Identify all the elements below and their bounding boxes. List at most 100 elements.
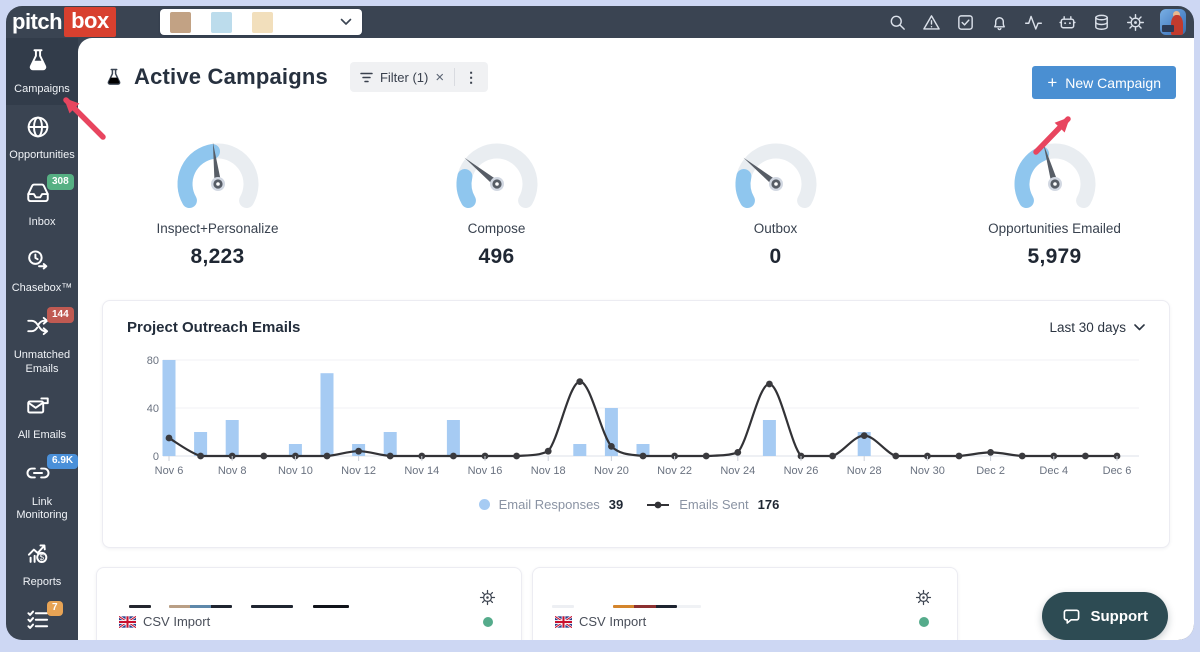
campaign-card[interactable]: CSV Import	[532, 567, 958, 640]
topbar-bell-button[interactable]	[990, 13, 1009, 32]
color-swatches	[170, 11, 293, 33]
main-content: Active Campaigns Filter (1) × ⋮ + New Ca…	[78, 38, 1194, 640]
gauge-value: 496	[478, 245, 515, 268]
campaign-card[interactable]: CSV Import	[96, 567, 522, 640]
gauge-label: Outbox	[753, 221, 798, 236]
link-icon	[26, 467, 50, 479]
chevron-down-icon	[340, 13, 352, 31]
flask-icon	[107, 68, 121, 85]
legend-emails-sent-label[interactable]: Emails Sent	[679, 497, 749, 512]
sidebar-item-label: All Emails	[17, 429, 67, 441]
gear-icon	[915, 589, 932, 606]
avatar-laptop	[1162, 25, 1174, 32]
pitchbox-logo[interactable]: pitch box	[12, 7, 116, 37]
svg-text:Dec 2: Dec 2	[976, 465, 1005, 477]
svg-text:Nov 20: Nov 20	[594, 465, 629, 477]
color-swatch	[170, 11, 191, 33]
chip-divider	[454, 68, 456, 86]
sidebar-item-all-emails[interactable]: All Emails	[6, 384, 78, 451]
badge: 7	[47, 600, 63, 616]
redacted-bar-segment	[169, 605, 190, 608]
redacted-bar-segment	[251, 605, 293, 608]
support-button[interactable]: Support	[1041, 592, 1168, 640]
redacted-campaign-name	[313, 605, 349, 608]
campaign-settings-button[interactable]	[479, 589, 496, 606]
clear-filter-icon[interactable]: ×	[435, 68, 445, 86]
chevron-down-icon	[1134, 324, 1145, 331]
more-options-icon[interactable]: ⋮	[464, 68, 480, 85]
sidebar-nav: Campaigns Opportunities 308 Inbox Chaseb…	[6, 38, 79, 641]
new-campaign-button[interactable]: + New Campaign	[1032, 66, 1176, 99]
gear-icon	[1126, 13, 1145, 31]
gauge-dial	[735, 143, 816, 208]
color-swatch	[211, 11, 232, 33]
app-window: pitch box Campaigns Opportunities 308 In…	[6, 6, 1194, 640]
chasebox-icon	[28, 249, 48, 269]
chat-bubble-icon	[1063, 609, 1079, 624]
topbar-gear-button[interactable]	[1126, 13, 1145, 32]
sidebar-item-reports[interactable]: $ Reports	[6, 531, 78, 598]
chart-header: Project Outreach Emails Last 30 days	[127, 319, 1145, 336]
chart-title: Project Outreach Emails	[127, 319, 301, 336]
gear-icon	[479, 589, 496, 606]
filter-button[interactable]: Filter (1) ×	[350, 69, 454, 86]
date-range-label: Last 30 days	[1049, 320, 1126, 335]
sidebar-item-opportunities[interactable]: Opportunities	[6, 105, 78, 172]
legend-email-responses-label[interactable]: Email Responses	[498, 497, 600, 512]
search-icon	[890, 15, 905, 30]
svg-text:$: $	[40, 553, 45, 562]
svg-text:Nov 10: Nov 10	[278, 465, 313, 477]
avatar-figure	[1173, 11, 1180, 18]
gauge-1: Compose 496	[357, 132, 636, 269]
date-range-select[interactable]: Last 30 days	[1049, 320, 1145, 335]
topbar-robot-button[interactable]	[1058, 13, 1077, 32]
sidebar-item-label: Opportunities	[9, 149, 75, 162]
topbar-database-button[interactable]	[1092, 13, 1111, 32]
svg-text:Nov 16: Nov 16	[468, 465, 503, 477]
filter-chip: Filter (1) × ⋮	[349, 62, 489, 92]
sidebar-item-campaigns[interactable]: Campaigns	[6, 38, 78, 105]
topbar-checkbox-button[interactable]	[956, 13, 975, 32]
gauge-dial	[177, 142, 258, 208]
globe-icon	[27, 116, 49, 137]
gauge-label: Opportunities Emailed	[988, 221, 1121, 236]
campaigns-flask-icon	[104, 67, 124, 87]
sidebar-item-inbox[interactable]: 308 Inbox	[6, 171, 78, 238]
svg-text:Nov 22: Nov 22	[657, 465, 692, 477]
topbar-search-button[interactable]	[888, 13, 907, 32]
robot-icon	[1059, 15, 1076, 28]
tasks-icon	[27, 610, 49, 629]
sidebar-item-label: Inbox	[28, 215, 56, 228]
gauge-0: Inspect+Personalize 8,223	[78, 132, 357, 269]
topbar-activity-button[interactable]	[1024, 13, 1043, 32]
sidebar-item-chasebox[interactable]: Chasebox™	[6, 238, 78, 305]
shuffle-icon	[27, 316, 49, 336]
sidebar-item-label: Unmatched Emails	[13, 348, 71, 375]
gauge-dial	[1014, 143, 1095, 208]
svg-text:Dec 4: Dec 4	[1039, 465, 1068, 477]
bell-icon	[994, 16, 1005, 30]
redacted-bar-segment	[613, 605, 635, 608]
campaign-status-dot	[919, 617, 929, 627]
emails-sent-swatch[interactable]	[646, 500, 670, 510]
logo-text-box: box	[64, 7, 116, 37]
campaign-source: CSV Import	[555, 614, 646, 629]
gauge-2: Outbox 0	[636, 132, 915, 269]
redacted-campaign-name	[169, 605, 232, 608]
svg-text:Nov 12: Nov 12	[341, 465, 376, 477]
badge: 6.9K	[47, 453, 79, 470]
workspace-color-select[interactable]	[160, 9, 362, 35]
inbox-icon	[27, 183, 49, 203]
redacted-campaign-name	[129, 605, 151, 608]
svg-text:40: 40	[147, 403, 159, 415]
sidebar-item-unmatched-emails[interactable]: 144 Unmatched Emails	[6, 304, 78, 384]
sidebar-item-tasks[interactable]: 7 Tasks	[6, 598, 78, 641]
user-avatar[interactable]	[1160, 9, 1186, 35]
topbar-alert-triangle-button[interactable]	[922, 13, 941, 32]
campaign-settings-button[interactable]	[915, 589, 932, 606]
sidebar-item-link-monitoring[interactable]: 6.9K Link Monitoring	[6, 451, 79, 531]
redacted-bar-segment	[190, 605, 211, 608]
email-responses-swatch[interactable]	[478, 499, 490, 510]
database-icon	[1095, 14, 1108, 30]
gauge-value: 8,223	[190, 245, 245, 268]
